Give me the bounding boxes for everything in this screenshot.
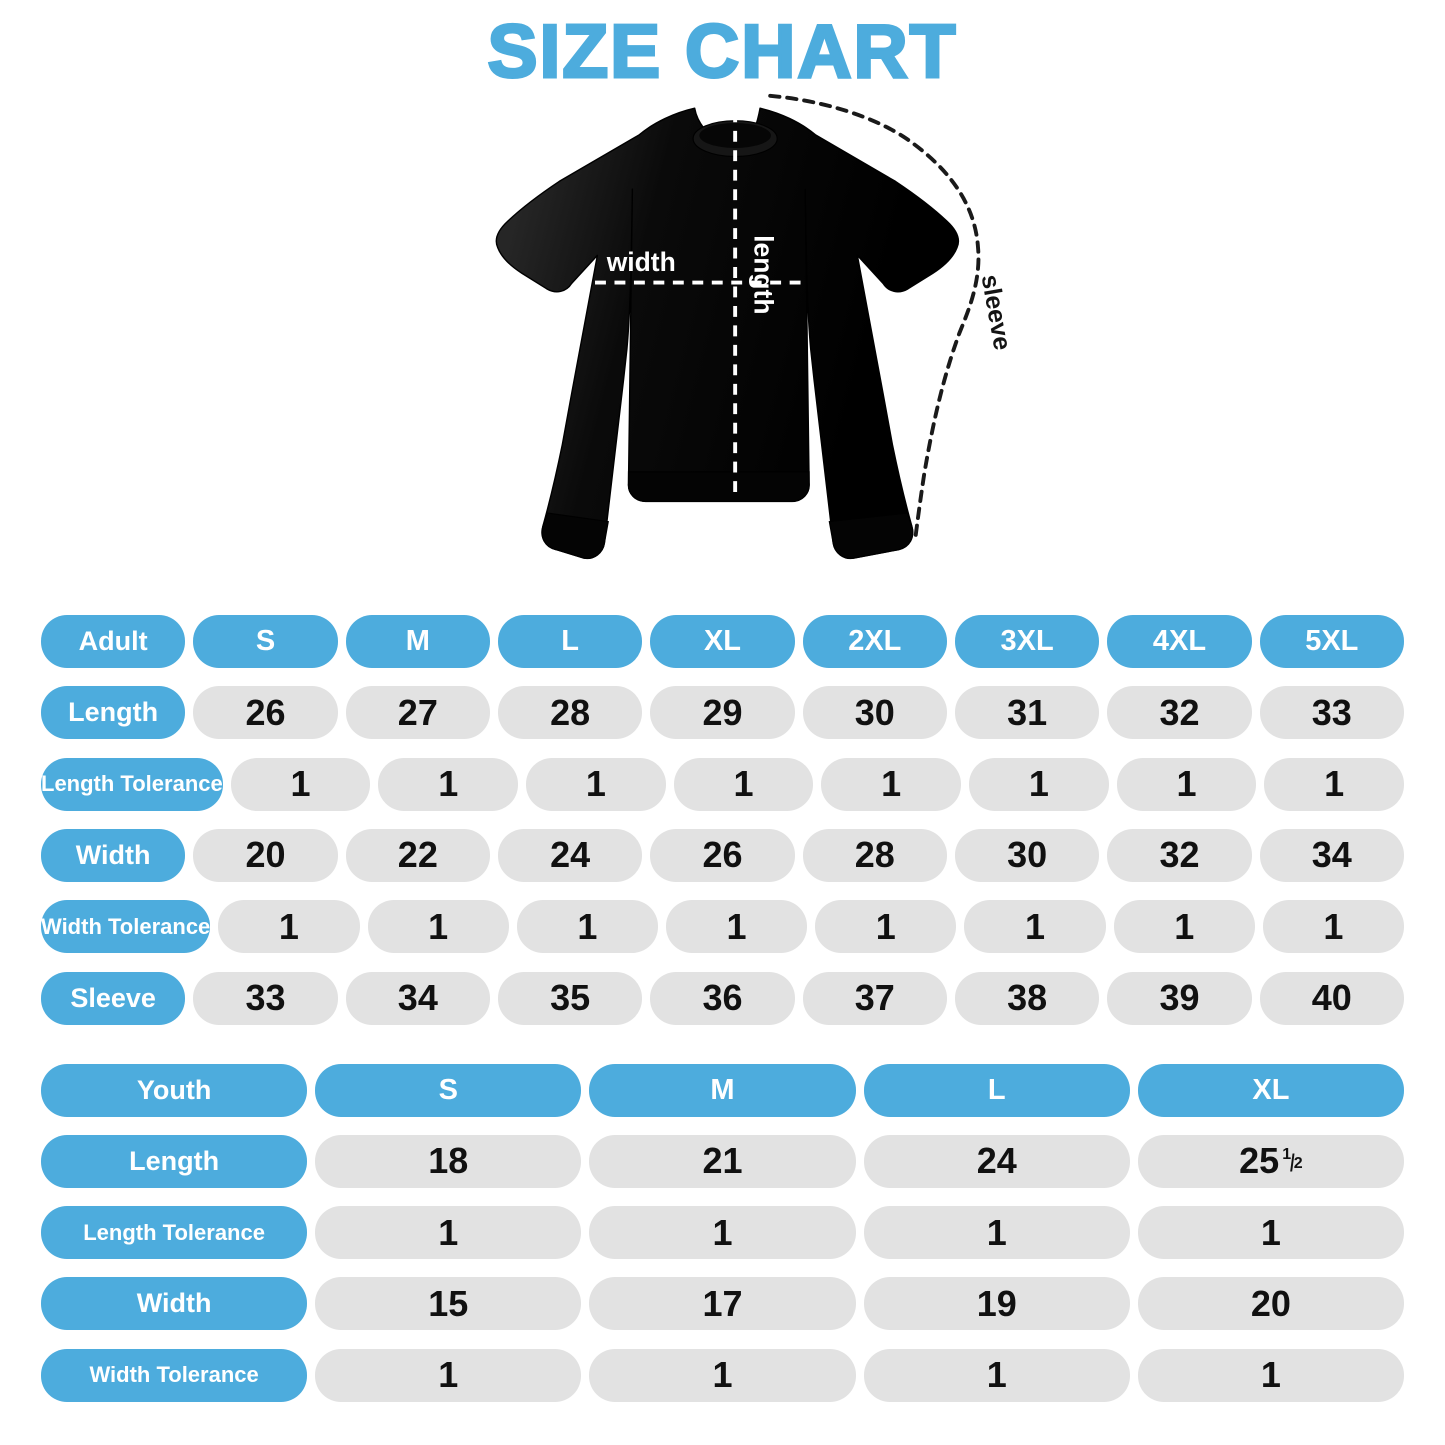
svg-text:length: length <box>749 235 779 314</box>
svg-text:width: width <box>606 247 676 277</box>
svg-text:sleeve: sleeve <box>976 272 1017 352</box>
